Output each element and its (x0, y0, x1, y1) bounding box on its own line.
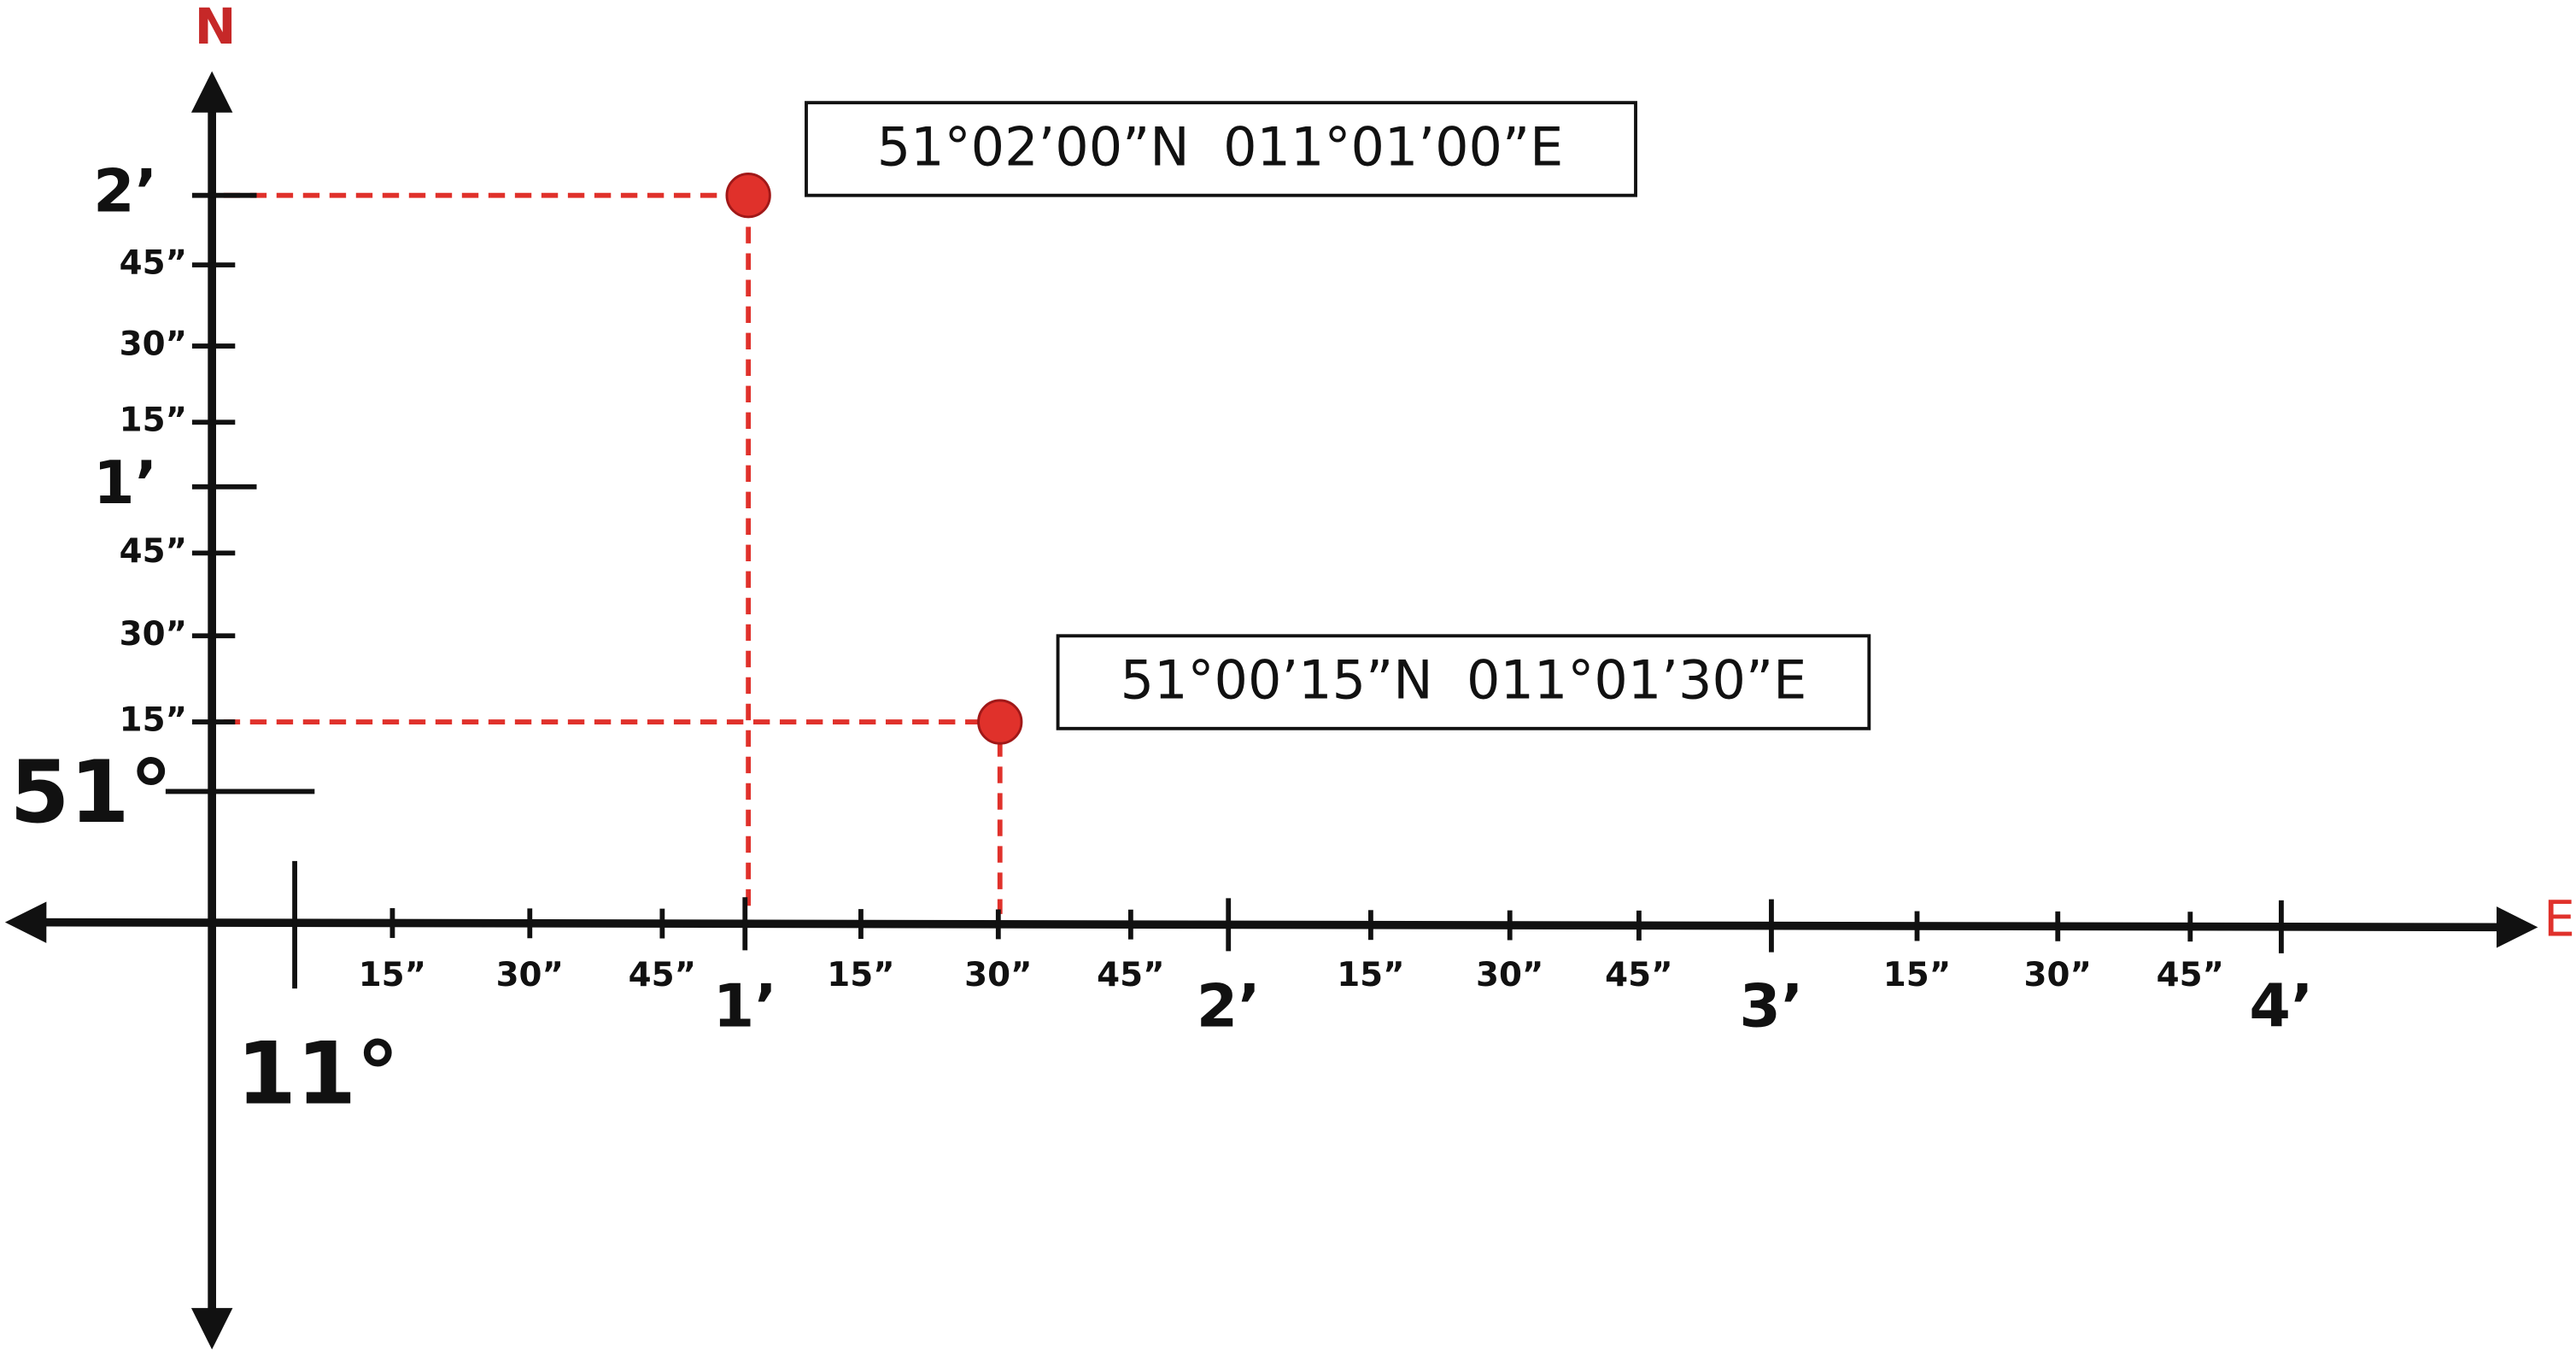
y-tick-label: 1’ (93, 449, 157, 518)
x-tick-label: 4’ (2249, 971, 2313, 1041)
north-label: N (195, 0, 237, 56)
x-tick-label: 15” (1883, 956, 1951, 994)
guide-line (223, 719, 1003, 914)
y-tick-label: 15” (120, 402, 187, 440)
x-tick-label: 30” (496, 956, 564, 994)
east-axis (4, 901, 2538, 948)
guide-line (223, 192, 752, 914)
x-tick-label: 45” (629, 956, 696, 994)
y-tick-label: 30” (120, 615, 187, 654)
y-tick-label: 45” (120, 532, 187, 571)
y-tick-label: 30” (120, 325, 187, 364)
x-tick-label: 45” (2157, 956, 2224, 994)
y-tick-label: 15” (120, 701, 187, 740)
origin-lat-label: 51° (9, 742, 173, 842)
x-tick-label: 15” (1337, 956, 1404, 994)
x-tick-label: 2’ (1197, 971, 1261, 1041)
x-tick-label: 3’ (1739, 971, 1803, 1041)
y-tick-label: 45” (120, 244, 187, 283)
east-label: E (2544, 890, 2575, 948)
x-tick-label: 45” (1097, 956, 1164, 994)
point (977, 699, 1023, 745)
label-box (805, 101, 1637, 197)
point-label: 51°00’15”N 011°01’30”E (1121, 649, 1807, 712)
x-tick-label: 30” (964, 956, 1032, 994)
x-tick-label: 45” (1605, 956, 1672, 994)
x-tick-label: 15” (827, 956, 894, 994)
point-label: 51°02’00”N 011°01’00”E (877, 115, 1564, 178)
y-tick-label: 2’ (93, 157, 157, 226)
x-tick-label: 30” (2024, 956, 2092, 994)
label-box (1056, 634, 1871, 730)
point (725, 173, 771, 219)
x-tick-label: 15” (359, 956, 426, 994)
x-tick-label: 1’ (713, 971, 777, 1041)
origin-lon-label: 11° (237, 1023, 400, 1124)
x-tick-label: 30” (1476, 956, 1543, 994)
